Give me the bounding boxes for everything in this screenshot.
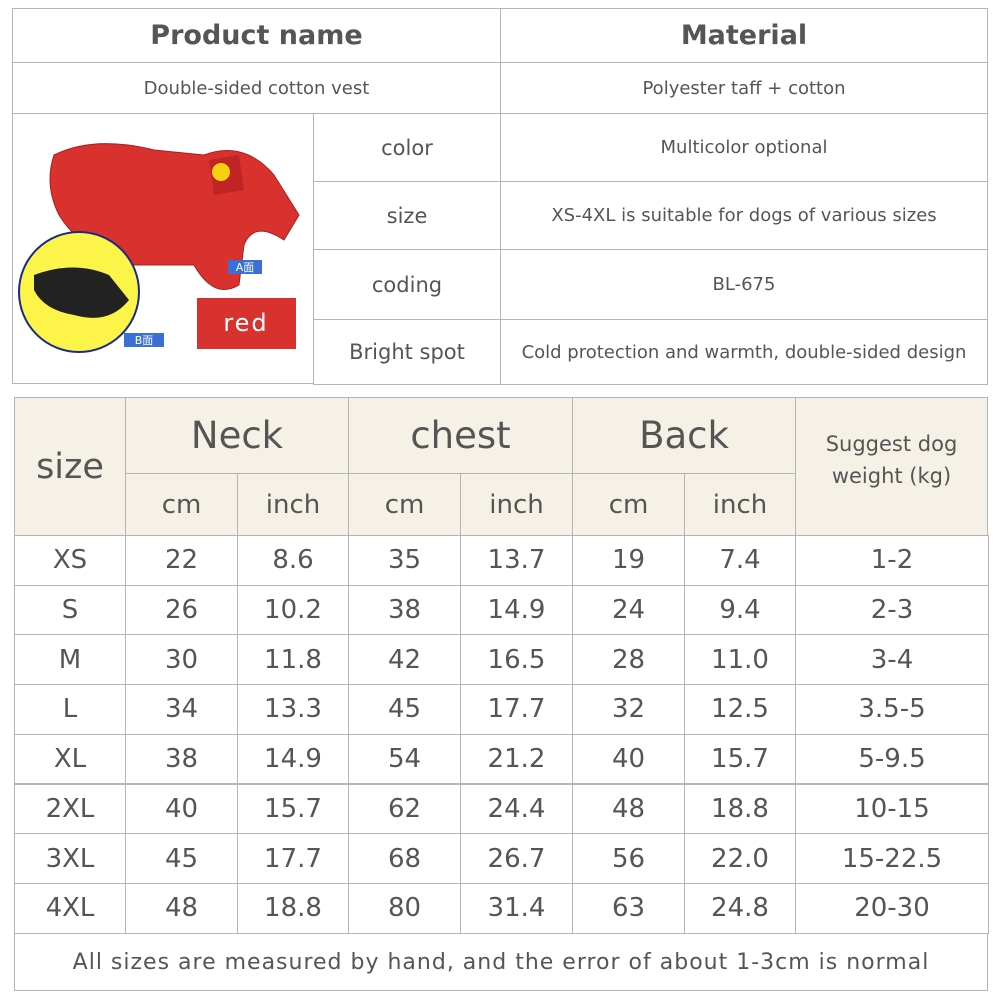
unit-header: cm	[348, 473, 461, 536]
unit-header: inch	[237, 473, 349, 536]
value-cell: 8.6	[237, 535, 349, 586]
label-b: B面	[135, 334, 154, 347]
detail-label: Bright spot	[313, 319, 501, 385]
value-cell: 10.2	[237, 584, 349, 636]
unit-header: cm	[572, 473, 685, 536]
value-cell: 11.0	[684, 634, 796, 686]
value-cell: 9.4	[684, 584, 796, 636]
value-cell: 2-3	[795, 584, 989, 636]
value-cell: 5-9.5	[795, 733, 989, 785]
value-cell: 22.0	[684, 833, 796, 884]
value-cell: 18.8	[684, 783, 796, 835]
value-cell: 30	[125, 634, 238, 686]
unit-header: inch	[460, 473, 573, 536]
unit-header: cm	[125, 473, 238, 536]
group-header: Back	[572, 397, 796, 474]
detail-value: BL-675	[500, 249, 988, 320]
value-cell: 45	[125, 833, 238, 884]
value-cell: 26.7	[460, 833, 573, 884]
value-cell: 68	[348, 833, 461, 884]
value-cell: 62	[348, 783, 461, 835]
size-cell: L	[14, 684, 126, 735]
group-header: chest	[348, 397, 573, 474]
value-cell: 26	[125, 584, 238, 636]
value-cell: 38	[125, 733, 238, 785]
value-cell: 20-30	[795, 882, 989, 934]
value-cell: 13.7	[460, 535, 573, 586]
label-a-bg	[228, 260, 262, 274]
size-header: size	[14, 397, 126, 536]
value-cell: 15.7	[237, 783, 349, 835]
header-cell: Product name	[12, 8, 501, 63]
value-cell: 1-2	[795, 535, 989, 586]
value-cell: 3.5-5	[795, 684, 989, 735]
value-cell: 3-4	[795, 634, 989, 686]
value-cell: 7.4	[684, 535, 796, 586]
size-cell: XS	[14, 535, 126, 586]
unit-header: inch	[684, 473, 796, 536]
size-cell: S	[14, 584, 126, 636]
value-cell: 10-15	[795, 783, 989, 835]
info-cell: Double-sided cotton vest	[12, 62, 501, 114]
detail-value: Multicolor optional	[500, 113, 988, 182]
value-cell: 24.4	[460, 783, 573, 835]
value-cell: 22	[125, 535, 238, 586]
value-cell: 14.9	[460, 584, 573, 636]
detail-label: color	[313, 113, 501, 182]
value-cell: 40	[125, 783, 238, 835]
group-header: Neck	[125, 397, 349, 474]
value-cell: 45	[348, 684, 461, 735]
size-cell: 2XL	[14, 783, 126, 835]
vest-b	[34, 267, 129, 318]
value-cell: 34	[125, 684, 238, 735]
color-label: red	[223, 309, 268, 337]
detail-value: XS-4XL is suitable for dogs of various s…	[500, 181, 988, 250]
size-cell: 3XL	[14, 833, 126, 884]
value-cell: 80	[348, 882, 461, 934]
info-cell: Polyester taff + cotton	[500, 62, 988, 114]
value-cell: 35	[348, 535, 461, 586]
weight-header: Suggest dog weight (kg)	[795, 397, 988, 536]
value-cell: 24.8	[684, 882, 796, 934]
value-cell: 32	[572, 684, 685, 735]
value-cell: 17.7	[237, 833, 349, 884]
header-cell: Material	[500, 8, 988, 63]
value-cell: 63	[572, 882, 685, 934]
value-cell: 11.8	[237, 634, 349, 686]
value-cell: 38	[348, 584, 461, 636]
label-b-bg	[124, 333, 164, 347]
value-cell: 16.5	[460, 634, 573, 686]
size-cell: M	[14, 634, 126, 686]
value-cell: 13.3	[237, 684, 349, 735]
value-cell: 18.8	[237, 882, 349, 934]
value-cell: 12.5	[684, 684, 796, 735]
value-cell: 48	[125, 882, 238, 934]
value-cell: 17.7	[460, 684, 573, 735]
value-cell: 28	[572, 634, 685, 686]
value-cell: 24	[572, 584, 685, 636]
value-cell: 40	[572, 733, 685, 785]
label-a: A面	[236, 261, 255, 274]
value-cell: 54	[348, 733, 461, 785]
value-cell: 42	[348, 634, 461, 686]
value-cell: 31.4	[460, 882, 573, 934]
paw	[212, 163, 230, 181]
product-image: A面 B面 red	[18, 143, 300, 353]
value-cell: 14.9	[237, 733, 349, 785]
value-cell: 15.7	[684, 733, 796, 785]
detail-value: Cold protection and warmth, double-sided…	[500, 319, 988, 385]
value-cell: 48	[572, 783, 685, 835]
color-box	[197, 298, 296, 349]
note: All sizes are measured by hand, and the …	[14, 933, 988, 991]
size-cell: 4XL	[14, 882, 126, 934]
value-cell: 56	[572, 833, 685, 884]
detail-label: size	[313, 181, 501, 250]
size-cell: XL	[14, 733, 126, 785]
value-cell: 21.2	[460, 733, 573, 785]
value-cell: 19	[572, 535, 685, 586]
value-cell: 15-22.5	[795, 833, 989, 884]
detail-label: coding	[313, 249, 501, 320]
